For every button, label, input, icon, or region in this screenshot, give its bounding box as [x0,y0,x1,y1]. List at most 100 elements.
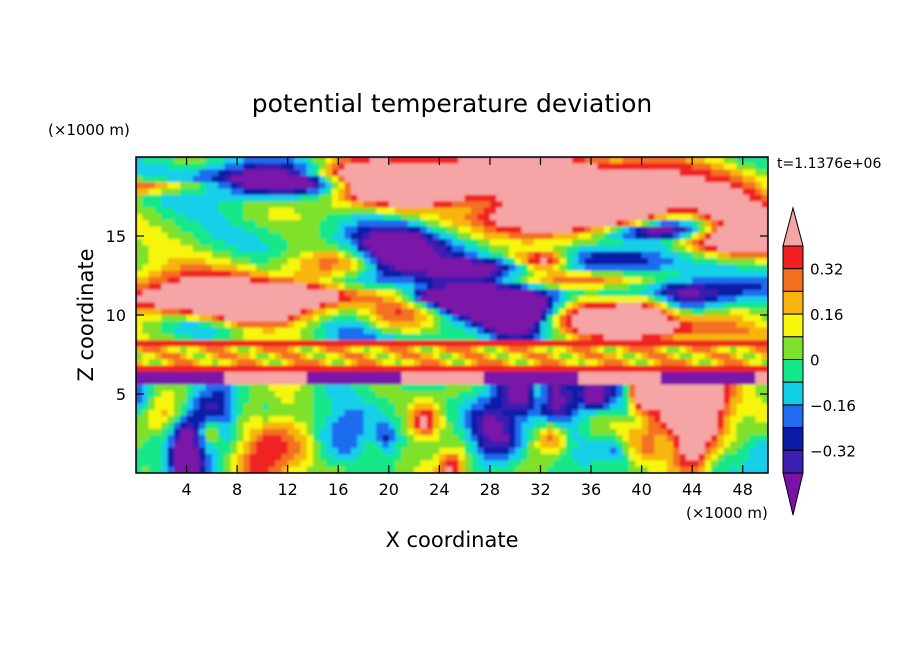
heatmap-cell [742,239,750,247]
heatmap-cell [306,352,314,360]
heatmap-cell [565,378,573,386]
heatmap-cell [369,220,377,228]
heatmap-cell [395,302,403,310]
heatmap-cell [312,315,320,322]
heatmap-cell [249,352,257,360]
heatmap-cell [161,441,169,449]
heatmap-cell [294,315,301,322]
heatmap-cell [711,270,719,278]
heatmap-cell [591,340,598,348]
heatmap-cell [167,384,175,392]
heatmap-cell [230,435,238,442]
heatmap-cell [363,346,371,354]
heatmap-cell [616,163,624,171]
heatmap-cell [730,315,737,322]
heatmap-cell [136,258,143,266]
heatmap-cell [749,163,756,171]
heatmap-cell [363,302,371,310]
heatmap-cell [673,220,681,228]
heatmap-cell [584,435,592,442]
heatmap-cell [218,213,226,221]
heatmap-cell [711,454,719,461]
heatmap-cell [363,169,371,177]
heatmap-cell [401,289,409,297]
heatmap-cell [603,340,611,348]
heatmap-cell [692,264,700,272]
heatmap-cell [711,321,719,329]
heatmap-cell [666,270,674,278]
heatmap-cell [357,182,365,190]
heatmap-cell [597,333,605,341]
heatmap-cell [527,226,535,234]
heatmap-cell [502,157,510,164]
heatmap-cell [350,352,358,360]
heatmap-cell [287,270,295,278]
heatmap-cell [610,378,617,386]
heatmap-cell [148,251,156,259]
heatmap-cell [546,163,554,171]
heatmap-cell [281,251,289,259]
heatmap-cell [268,333,276,341]
heatmap-cell [616,169,624,177]
heatmap-cell [458,352,466,360]
heatmap-cell [420,169,428,177]
heatmap-cell [148,194,156,202]
heatmap-cell [692,333,700,341]
heatmap-cell [312,416,320,424]
heatmap-cell [357,454,365,461]
heatmap-cell [742,182,750,190]
heatmap-cell [622,251,630,259]
heatmap-cell [376,277,384,284]
heatmap-cell [344,302,352,310]
heatmap-cell [281,365,289,373]
heatmap-cell [243,308,251,316]
heatmap-cell [654,321,662,329]
heatmap-cell [641,435,649,442]
heatmap-cell [369,384,377,392]
heatmap-cell [433,239,440,247]
heatmap-cell [527,169,535,177]
heatmap-cell [477,460,485,468]
heatmap-cell [344,460,352,468]
heatmap-cell [300,302,308,310]
heatmap-cell [603,226,611,234]
heatmap-cell [414,365,421,373]
heatmap-cell [439,466,447,473]
heatmap-cell [426,289,434,297]
heatmap-cell [173,226,181,234]
heatmap-cell [173,157,181,164]
heatmap-cell [464,454,472,461]
heatmap-cell [622,409,630,417]
heatmap-cell [660,232,668,240]
heatmap-cell [294,308,301,316]
heatmap-cell [489,428,497,436]
heatmap-cell [704,188,712,196]
heatmap-cell [331,201,339,209]
heatmap-cell [306,403,314,411]
heatmap-cell [559,239,567,247]
heatmap-cell [306,327,314,335]
heatmap-cell [679,321,687,329]
heatmap-cell [742,194,750,202]
heatmap-cell [458,264,466,272]
heatmap-cell [376,441,384,449]
heatmap-cell [319,163,327,171]
heatmap-cell [363,409,371,417]
heatmap-cell [679,245,687,253]
heatmap-cell [458,251,466,259]
heatmap-cell [553,365,561,373]
heatmap-cell [553,258,561,266]
heatmap-cell [445,466,453,473]
heatmap-cell [749,182,756,190]
heatmap-cell [281,207,289,215]
heatmap-cell [597,384,605,392]
heatmap-cell [502,264,510,272]
x-unit-label: (×1000 m) [686,504,768,522]
heatmap-cell [521,182,529,190]
heatmap-cell [717,201,725,209]
heatmap-cell [628,397,636,405]
heatmap-cell [420,390,428,398]
heatmap-cell [458,416,466,424]
heatmap-cell [256,422,263,430]
heatmap-cell [224,371,232,379]
